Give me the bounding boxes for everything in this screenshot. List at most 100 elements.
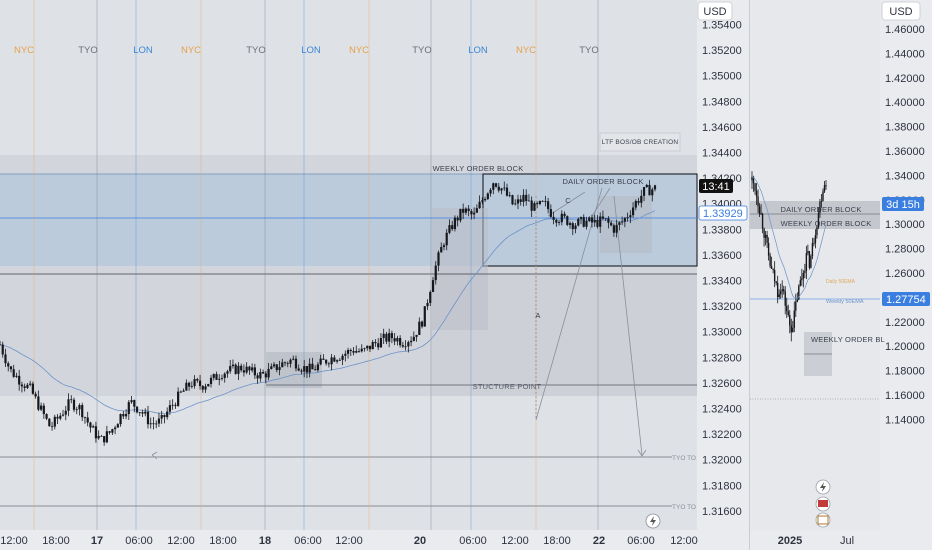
ob-box-3 — [600, 196, 652, 253]
candle-body — [626, 217, 629, 219]
candle-body — [188, 382, 191, 387]
label-c: C — [565, 196, 571, 205]
right-candle-body — [790, 325, 792, 333]
price-tick: 1.33000 — [702, 327, 742, 339]
label-a: A — [535, 311, 540, 320]
candle-body — [623, 218, 626, 222]
candle-body — [459, 208, 462, 221]
price-tick: 1.33800 — [702, 224, 742, 236]
candle-body — [333, 357, 336, 362]
right-candle-body — [810, 256, 812, 268]
candle-body — [18, 375, 21, 385]
right-daily-ob-label: DAILY ORDER BLOCK — [780, 205, 861, 214]
session-label-tyo: TYO — [579, 45, 599, 56]
candle-body — [267, 368, 270, 378]
candle-body — [275, 364, 278, 371]
weekly-ob-label: WEEKLY ORDER BLOCK — [433, 164, 524, 173]
right-candle-body — [789, 314, 791, 326]
right-currency-badge[interactable] — [881, 1, 921, 21]
right-candle-body — [766, 234, 768, 243]
candle-body — [75, 409, 78, 411]
candle-body — [390, 333, 394, 339]
candle-body — [119, 414, 122, 425]
candle-body — [341, 355, 344, 360]
right-weekly-ob-label-2: WEEKLY ORDER BL — [811, 335, 885, 344]
candle-body — [407, 342, 410, 347]
currency-badge[interactable] — [697, 1, 733, 21]
candle-body — [404, 346, 407, 348]
candle-body — [67, 399, 70, 411]
candle-body — [508, 195, 511, 196]
right-price-tick: 1.20000 — [885, 341, 925, 353]
candle-body — [582, 217, 585, 227]
time-tick: 22 — [593, 535, 605, 547]
time-tick: 17 — [91, 535, 103, 547]
candle-body — [53, 416, 56, 427]
price-tick: 1.32000 — [702, 455, 742, 467]
candle-body — [549, 209, 552, 217]
candle-body — [448, 225, 451, 233]
candle-body — [59, 415, 62, 419]
candle-body — [473, 212, 476, 215]
candle-body — [144, 411, 147, 414]
candle-body — [103, 436, 106, 443]
candle-body — [631, 207, 635, 216]
candle-body — [492, 183, 495, 190]
right-daily-ob-zone — [750, 201, 880, 229]
candle-body — [338, 359, 341, 361]
candle-body — [242, 370, 246, 373]
candle-body — [207, 383, 210, 387]
candle-body — [40, 405, 43, 410]
candle-body — [311, 363, 314, 370]
right-candle-body — [755, 190, 758, 197]
candle-body — [149, 423, 152, 425]
countdown-badge — [699, 179, 733, 193]
structure-point-label: STUCTURE POINT — [473, 382, 542, 391]
right-candle-body — [787, 311, 789, 315]
candle-body — [445, 232, 448, 246]
candle-body — [437, 252, 440, 266]
candle-body — [483, 199, 487, 201]
candle-body — [124, 414, 128, 417]
candle-body — [604, 218, 607, 220]
candle-body — [355, 350, 358, 353]
time-tick: 12:00 — [335, 535, 363, 547]
tyo-to-label-2: TYO TO — [672, 504, 696, 511]
candle-body — [322, 358, 325, 360]
right-candle-body — [764, 234, 767, 238]
candle-body — [100, 435, 103, 437]
candle-body — [426, 302, 429, 307]
candle-body — [152, 423, 155, 425]
right-candle-body — [775, 281, 777, 284]
candle-body — [497, 186, 500, 191]
candle-body — [308, 363, 311, 373]
candle-body — [97, 435, 100, 439]
candle-body — [478, 201, 481, 209]
left-price-axis — [697, 0, 749, 550]
price-tick: 1.34400 — [702, 148, 742, 160]
candle-body — [193, 378, 196, 387]
time-axis-bg — [0, 530, 932, 550]
candle-body — [292, 358, 295, 360]
candle-body — [130, 400, 133, 403]
candle-body — [563, 213, 566, 217]
right-current-price-badge — [882, 292, 930, 306]
candle-body — [253, 367, 256, 376]
price-tick: 1.35400 — [702, 20, 742, 32]
candle-body — [451, 225, 454, 230]
candle-body — [530, 200, 533, 211]
right-candle-body — [814, 235, 817, 244]
right-price-tick: 1.40000 — [885, 97, 925, 109]
right-candle-body — [786, 305, 788, 312]
candle-body — [289, 359, 292, 364]
candle-body — [168, 405, 172, 412]
candle-body — [204, 386, 207, 390]
candle-body — [577, 218, 580, 226]
current-price-badge — [698, 205, 748, 221]
right-candle-body — [772, 268, 774, 271]
candle-body — [618, 222, 621, 225]
candle-body — [45, 414, 48, 419]
candle-body — [157, 418, 161, 424]
right-candle-body — [822, 191, 824, 202]
